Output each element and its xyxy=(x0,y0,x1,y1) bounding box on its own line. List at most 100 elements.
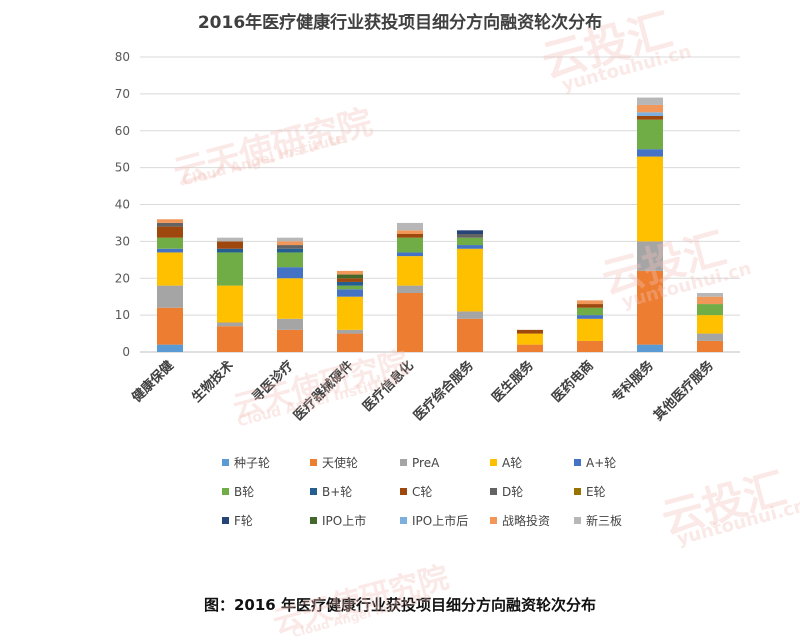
x-tick-label: 医疗器械硬件 xyxy=(290,358,356,424)
bar-segment xyxy=(397,293,423,352)
bar-segment xyxy=(397,252,423,257)
bar-segment xyxy=(637,241,663,271)
bar-segment xyxy=(637,112,663,116)
legend-item: B+轮 xyxy=(310,485,352,499)
chart-title: 2016年医疗健康行业获投项目细分方向融资轮次分布 xyxy=(197,13,603,33)
legend-swatch xyxy=(490,488,497,495)
x-tick-label: 其他医疗服务 xyxy=(650,357,717,424)
bar-segment xyxy=(277,267,303,279)
y-tick-label: 40 xyxy=(115,198,130,212)
bar-segment xyxy=(517,333,543,345)
bar-segment xyxy=(397,285,423,293)
bar-segment xyxy=(157,222,183,227)
bar-segment xyxy=(397,256,423,286)
bar-segment xyxy=(337,274,363,279)
x-tick-label: 医疗信息化 xyxy=(360,358,417,415)
y-tick-label: 80 xyxy=(115,50,130,64)
bar-segment xyxy=(637,270,663,345)
bar-segment xyxy=(217,248,243,253)
x-tick-label: 医生服务 xyxy=(489,357,538,406)
bar-segment xyxy=(697,333,723,341)
legend-label: A+轮 xyxy=(586,456,617,470)
legend-item: E轮 xyxy=(574,485,606,499)
legend-swatch xyxy=(222,517,229,524)
legend-label: A轮 xyxy=(502,456,523,470)
legend-item: B轮 xyxy=(222,485,254,499)
bar-segment xyxy=(277,241,303,246)
legend-swatch xyxy=(400,459,407,466)
bar-segment xyxy=(577,307,603,316)
legend-item: PreA xyxy=(400,456,439,470)
y-tick-label: 10 xyxy=(115,308,130,322)
bar-segment xyxy=(577,315,603,319)
bar-segment xyxy=(637,97,663,105)
bar-segment xyxy=(637,344,663,352)
y-axis-ticks: 0 10 20 30 40 50 60 70 80 xyxy=(115,50,130,359)
legend-swatch xyxy=(222,488,229,495)
bar-segment xyxy=(277,237,303,242)
legend-swatch xyxy=(574,488,581,495)
bar-segment xyxy=(577,300,603,305)
legend-item: 新三板 xyxy=(574,514,622,528)
legend-label: PreA xyxy=(412,456,440,470)
bar-segment xyxy=(277,245,303,249)
bars xyxy=(157,97,723,352)
legend-swatch xyxy=(574,517,581,524)
bar-segment xyxy=(457,318,483,352)
legend-label: B轮 xyxy=(234,485,255,499)
legend-item: 天使轮 xyxy=(310,456,358,470)
bar-segment xyxy=(457,237,483,246)
bar-segment xyxy=(577,304,603,308)
bar-segment xyxy=(157,226,183,238)
bar-segment xyxy=(157,285,183,308)
y-tick-label: 60 xyxy=(115,124,130,138)
bar-segment xyxy=(337,296,363,330)
legend-item: F轮 xyxy=(222,514,253,528)
bar-segment xyxy=(337,329,363,334)
x-tick-label: 医疗综合服务 xyxy=(410,357,477,424)
legend-swatch xyxy=(310,517,317,524)
legend-label: F轮 xyxy=(234,514,253,528)
bar-segment xyxy=(397,230,423,234)
legend-swatch xyxy=(490,459,497,466)
legend-item: A轮 xyxy=(490,456,522,470)
legend-item: IPO上市 xyxy=(310,514,366,528)
legend-swatch xyxy=(222,459,229,466)
legend-item: 战略投资 xyxy=(490,514,550,528)
bar-segment xyxy=(217,252,243,286)
legend-item: D轮 xyxy=(490,485,523,499)
bar-segment xyxy=(637,116,663,120)
legend-swatch xyxy=(400,517,407,524)
x-tick-label: 专科服务 xyxy=(609,357,658,406)
bar-segment xyxy=(697,315,723,334)
bar-segment xyxy=(637,156,663,242)
legend-label: 战略投资 xyxy=(502,514,551,528)
bar-segment xyxy=(517,329,543,334)
legend-label: 天使轮 xyxy=(322,456,359,470)
legend-label: C轮 xyxy=(412,485,433,499)
bar-segment xyxy=(337,285,363,290)
bar-segment xyxy=(157,307,183,345)
legend-swatch xyxy=(400,488,407,495)
legend-swatch xyxy=(490,517,497,524)
bar-segment xyxy=(457,248,483,312)
x-tick-label: 生物技术 xyxy=(189,358,237,406)
bar-segment xyxy=(397,222,423,231)
legend-label: 新三板 xyxy=(586,514,623,528)
bar-segment xyxy=(277,329,303,352)
bar-segment xyxy=(157,219,183,223)
legend-label: IPO上市后 xyxy=(412,514,469,528)
bar-segment xyxy=(217,237,243,242)
bar-segment xyxy=(697,304,723,316)
bar-segment xyxy=(457,245,483,249)
bar-segment xyxy=(697,293,723,297)
legend-label: IPO上市 xyxy=(322,514,367,528)
x-tick-label: 寻医诊疗 xyxy=(249,358,297,406)
bar-segment xyxy=(337,333,363,352)
legend-swatch xyxy=(310,459,317,466)
bar-segment xyxy=(337,281,363,286)
bar-segment xyxy=(637,104,663,113)
bar-segment xyxy=(337,289,363,297)
